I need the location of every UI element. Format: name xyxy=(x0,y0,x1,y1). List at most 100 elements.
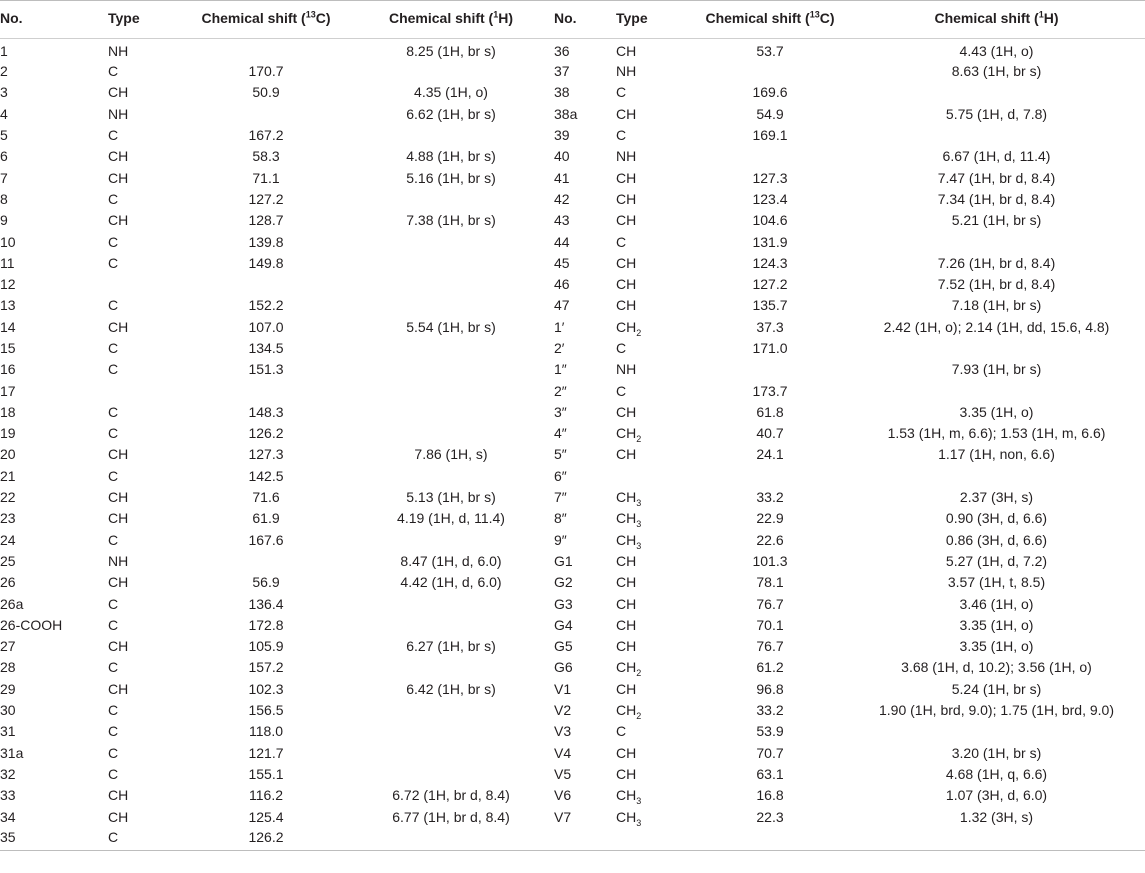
cell-h1-shift-right-text: 3.35 (1H, o) xyxy=(959,616,1034,633)
cell-c13-shift: 61.9 xyxy=(184,508,348,529)
cell-type-right: CH xyxy=(616,210,692,231)
cell-h1-shift-right: 3.68 (1H, d, 10.2); 3.56 (1H, o) xyxy=(848,657,1145,678)
cell-no-right: V2 xyxy=(554,700,616,721)
cell-no-text: 33 xyxy=(0,787,16,804)
cell-c13-shift-right-text: 78.1 xyxy=(756,574,784,591)
cell-h1-shift-right-text: 8.63 (1H, br s) xyxy=(951,63,1042,80)
cell-no-text: 6 xyxy=(0,148,8,165)
cell-type-right: CH2 xyxy=(616,700,692,721)
cell-type-text: C xyxy=(108,340,119,356)
cell-c13-shift-text: 151.3 xyxy=(248,361,284,378)
cell-c13-shift-right: 101.3 xyxy=(692,551,848,572)
cell-h1-shift-text: 5.16 (1H, br s) xyxy=(406,169,496,186)
cell-type-right-text: NH xyxy=(616,361,637,378)
cell-no: 34 xyxy=(0,806,108,827)
cell-type: C xyxy=(108,189,184,210)
cell-type-right: CH2 xyxy=(616,317,692,338)
cell-no: 19 xyxy=(0,423,108,444)
cell-h1-shift-right-text: 3.35 (1H, o) xyxy=(959,638,1034,655)
cell-no-right-text: 45 xyxy=(554,254,570,271)
cell-type-right-text: CH xyxy=(616,638,637,655)
cell-type-right: CH3 xyxy=(616,806,692,827)
cell-no-right: V7 xyxy=(554,806,616,827)
cell-type: C xyxy=(108,423,184,444)
cell-no: 23 xyxy=(0,508,108,529)
cell-no-right-text: V2 xyxy=(554,702,572,719)
cell-type-right-text: CH xyxy=(616,212,637,229)
cell-h1-shift xyxy=(348,615,554,636)
cell-no: 22 xyxy=(0,487,108,508)
cell-c13-shift-right-text: 123.4 xyxy=(752,190,788,207)
cell-c13-shift: 71.6 xyxy=(184,487,348,508)
cell-type-right: CH2 xyxy=(616,423,692,444)
nmr-data-table: No. Type Chemical shift (13C) Chemical s… xyxy=(0,0,1145,851)
cell-h1-shift-right: 0.86 (3H, d, 6.6) xyxy=(848,530,1145,551)
cell-h1-shift-right-text: 6.67 (1H, d, 11.4) xyxy=(942,148,1051,165)
cell-no-right-text: 38a xyxy=(554,105,578,122)
cell-type-text: C xyxy=(108,659,119,676)
cell-no: 13 xyxy=(0,295,108,316)
cell-h1-shift xyxy=(348,231,554,252)
cell-type-text: C xyxy=(108,425,119,442)
cell-no: 14 xyxy=(0,317,108,338)
table-row: 9 CH 128.7 7.38 (1H, br s) 43 CH 104.6 5.21 (1H… xyxy=(0,210,1145,231)
cell-no-right: G4 xyxy=(554,615,616,636)
cell-type: CH xyxy=(108,317,184,338)
cell-type: CH xyxy=(108,508,184,529)
cell-no-text: 13 xyxy=(0,297,16,314)
cell-type-text: CH xyxy=(108,446,129,463)
cell-h1-shift xyxy=(348,743,554,764)
cell-no: 10 xyxy=(0,231,108,252)
cell-no: 2 xyxy=(0,61,108,82)
cell-h1-shift-right-text: 2.42 (1H, o); 2.14 (1H, dd, 15.6, 4.8) xyxy=(883,318,1110,335)
cell-no: 5 xyxy=(0,125,108,146)
cell-type-right-text: CH xyxy=(616,659,637,676)
cell-no: 20 xyxy=(0,444,108,465)
cell-c13-shift: 50.9 xyxy=(184,82,348,103)
cell-type-right: CH xyxy=(616,104,692,125)
cell-c13-shift-text: 125.4 xyxy=(248,808,284,825)
cell-type-right-text: CH xyxy=(616,105,637,122)
cell-c13-shift-text: 107.0 xyxy=(248,318,284,335)
cell-c13-shift-text: 118.0 xyxy=(249,723,283,740)
cell-c13-shift-right: 37.3 xyxy=(692,317,848,338)
cell-no-right-text: 44 xyxy=(554,233,570,250)
cell-c13-shift-right-text: 22.9 xyxy=(756,510,784,527)
cell-c13-shift-right-text: 101.3 xyxy=(752,552,788,569)
cell-h1-shift xyxy=(348,423,554,444)
cell-type-text: C xyxy=(108,254,119,271)
cell-no-text: 10 xyxy=(0,233,16,250)
cell-c13-shift-right-text: 96.8 xyxy=(756,680,784,697)
cell-c13-shift: 156.5 xyxy=(184,700,348,721)
cell-type: CH xyxy=(108,146,184,167)
cell-type-right: CH3 xyxy=(616,508,692,529)
cell-no: 4 xyxy=(0,104,108,125)
cell-no-right: 45 xyxy=(554,253,616,274)
header-h1-right-suffix: H) xyxy=(1043,9,1059,26)
table-row: 29 CH 102.3 6.42 (1H, br s) V1 CH 96.8 5.24 (1H… xyxy=(0,679,1145,700)
cell-h1-shift-right: 7.34 (1H, br d, 8.4) xyxy=(848,189,1145,210)
cell-type: CH xyxy=(108,636,184,657)
header-row: No. Type Chemical shift (13C) Chemical s… xyxy=(0,0,1145,39)
cell-no-right-text: 2′ xyxy=(554,340,565,356)
table-row: 11 C 149.8 45 CH 124.3 7.26 (1H, br d, 8.4) xyxy=(0,253,1145,274)
cell-type-text: C xyxy=(108,361,119,378)
cell-c13-shift-text: 127.3 xyxy=(248,446,284,463)
cell-no: 15 xyxy=(0,338,108,359)
cell-no-right: G5 xyxy=(554,636,616,657)
table-row: 5 C 167.2 39 C 169.1 xyxy=(0,125,1145,146)
cell-h1-shift-right: 7.47 (1H, br d, 8.4) xyxy=(848,167,1145,188)
cell-type-right-text: NH xyxy=(616,63,637,80)
cell-no-text: 34 xyxy=(0,808,16,825)
cell-c13-shift-right: 54.9 xyxy=(692,104,848,125)
cell-no-right: 1′ xyxy=(554,317,616,338)
cell-no: 27 xyxy=(0,636,108,657)
cell-type-right: C xyxy=(616,721,692,742)
cell-type-right: C xyxy=(616,380,692,401)
table-row: 33 CH 116.2 6.72 (1H, br d, 8.4) V6 CH3 16.8 1.… xyxy=(0,785,1145,806)
cell-type: C xyxy=(108,231,184,252)
cell-h1-shift-right-text: 3.68 (1H, d, 10.2); 3.56 (1H, o) xyxy=(901,659,1092,676)
cell-c13-shift-text: 149.8 xyxy=(248,254,284,271)
cell-type-text: C xyxy=(108,233,119,250)
cell-h1-shift-right: 7.52 (1H, br d, 8.4) xyxy=(848,274,1145,295)
